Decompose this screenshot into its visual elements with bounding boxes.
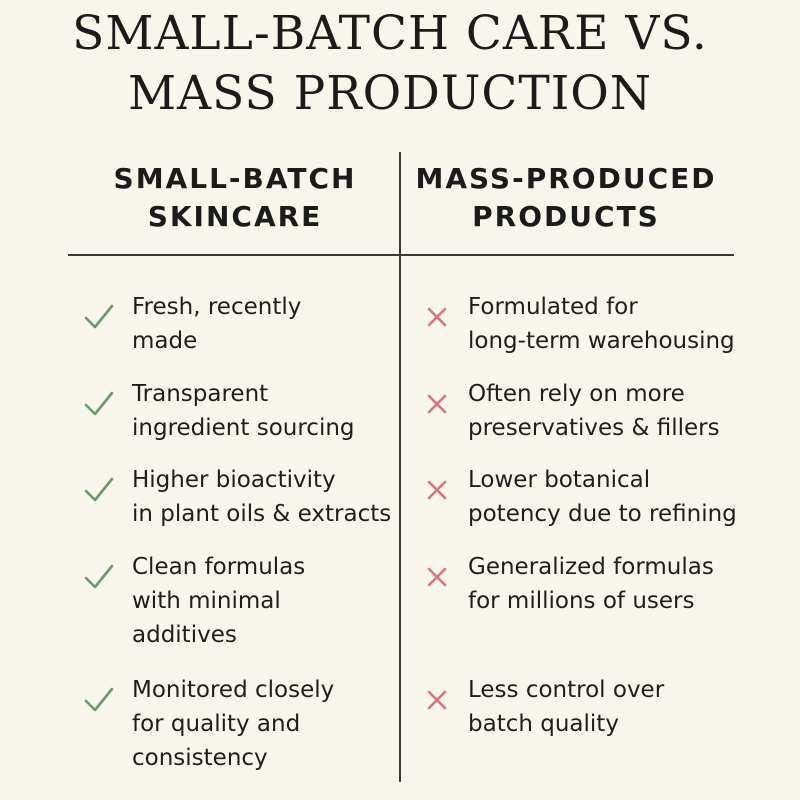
check-icon bbox=[84, 304, 114, 329]
column-header-line-1: SMALL-BATCH bbox=[113, 162, 357, 195]
x-icon bbox=[427, 394, 447, 414]
title-line-1: SMALL-BATCH CARE VS. bbox=[72, 6, 708, 61]
list-item-line: Formulated for bbox=[468, 294, 638, 320]
list-item-line: ingredient sourcing bbox=[132, 415, 355, 441]
list-item-line: preservatives & fillers bbox=[468, 415, 720, 441]
list-item-text: Lower botanical potency due to refining bbox=[468, 463, 737, 531]
title-line-2: MASS PRODUCTION bbox=[128, 66, 652, 121]
list-item-line: batch quality bbox=[468, 711, 619, 737]
check-icon bbox=[84, 687, 114, 712]
list-item-text: Fresh, recently made bbox=[132, 290, 301, 358]
list-item-line: potency due to refining bbox=[468, 501, 737, 527]
check-icon bbox=[84, 477, 114, 502]
column-header-line-1: MASS-PRODUCED bbox=[415, 162, 717, 195]
column-header-small-batch: SMALL-BATCH SKINCARE bbox=[70, 160, 400, 236]
column-header-mass-produced: MASS-PRODUCED PRODUCTS bbox=[400, 160, 732, 236]
list-item-text: Often rely on more preservatives & filler… bbox=[468, 377, 720, 445]
list-item-line: in plant oils & extracts bbox=[132, 501, 392, 527]
list-item-line: additives bbox=[132, 622, 237, 648]
vertical-divider bbox=[399, 152, 401, 782]
list-item-line: made bbox=[132, 328, 198, 354]
x-icon bbox=[427, 690, 447, 710]
list-item-text: Less control over batch quality bbox=[468, 673, 664, 741]
column-header-line-2: SKINCARE bbox=[147, 200, 323, 233]
list-item-line: long-term warehousing bbox=[468, 328, 735, 354]
list-item-line: for quality and bbox=[132, 711, 301, 737]
horizontal-divider bbox=[68, 254, 734, 256]
list-item-text: Transparent ingredient sourcing bbox=[132, 377, 355, 445]
list-item-line: Clean formulas bbox=[132, 554, 306, 580]
list-item-text: Generalized formulas for millions of user… bbox=[468, 550, 714, 618]
check-icon bbox=[84, 564, 114, 589]
list-item-text: Clean formulas with minimal additives bbox=[132, 550, 305, 652]
check-icon bbox=[84, 391, 114, 416]
list-item-line: Less control over bbox=[468, 677, 665, 703]
list-item-line: consistency bbox=[132, 745, 268, 771]
list-item-text: Monitored closely for quality and consiste… bbox=[132, 673, 334, 775]
x-icon bbox=[427, 307, 447, 327]
list-item-line: Often rely on more bbox=[468, 381, 685, 407]
list-item-text: Higher bioactivity in plant oils & extrac… bbox=[132, 463, 391, 531]
x-icon bbox=[427, 480, 447, 500]
list-item-line: Lower botanical bbox=[468, 467, 651, 493]
list-item-line: Transparent bbox=[132, 381, 269, 407]
list-item-line: Monitored closely bbox=[132, 677, 335, 703]
list-item-line: for millions of users bbox=[468, 588, 695, 614]
page-title: SMALL-BATCH CARE VS. MASS PRODUCTION bbox=[0, 4, 780, 124]
list-item-text: Formulated for long-term warehousing bbox=[468, 290, 735, 358]
column-header-line-2: PRODUCTS bbox=[472, 200, 660, 233]
list-item-line: Higher bioactivity bbox=[132, 467, 336, 493]
x-icon bbox=[427, 567, 447, 587]
list-item-line: Generalized formulas bbox=[468, 554, 714, 580]
list-item-line: with minimal bbox=[132, 588, 281, 614]
list-item-line: Fresh, recently bbox=[132, 294, 302, 320]
